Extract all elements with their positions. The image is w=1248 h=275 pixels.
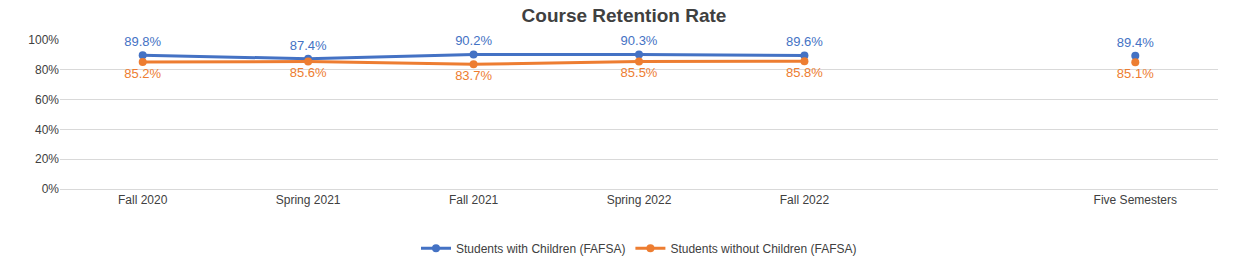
svg-text:Course Retention Rate: Course Retention Rate [522, 5, 727, 26]
svg-text:0%: 0% [42, 182, 60, 196]
svg-text:90.2%: 90.2% [455, 33, 492, 48]
svg-text:87.4%: 87.4% [290, 38, 327, 53]
svg-text:83.7%: 83.7% [455, 68, 492, 83]
svg-text:Five Semesters: Five Semesters [1094, 193, 1177, 207]
svg-text:100%: 100% [28, 33, 59, 47]
svg-text:85.8%: 85.8% [786, 65, 823, 80]
svg-text:Students with Children (FAFSA): Students with Children (FAFSA) [456, 242, 625, 256]
svg-text:20%: 20% [35, 152, 59, 166]
svg-text:Students without Children (FAF: Students without Children (FAFSA) [670, 242, 856, 256]
svg-text:90.3%: 90.3% [621, 33, 658, 48]
svg-text:89.6%: 89.6% [786, 34, 823, 49]
svg-text:60%: 60% [35, 93, 59, 107]
svg-text:Spring 2021: Spring 2021 [276, 193, 341, 207]
svg-text:85.2%: 85.2% [124, 66, 161, 81]
svg-text:85.5%: 85.5% [621, 65, 658, 80]
svg-text:Fall 2022: Fall 2022 [780, 193, 830, 207]
svg-text:Fall 2020: Fall 2020 [118, 193, 168, 207]
svg-text:85.6%: 85.6% [290, 65, 327, 80]
svg-text:Spring 2022: Spring 2022 [607, 193, 672, 207]
svg-text:40%: 40% [35, 123, 59, 137]
svg-text:80%: 80% [35, 63, 59, 77]
svg-text:89.8%: 89.8% [124, 34, 161, 49]
svg-text:Fall 2021: Fall 2021 [449, 193, 499, 207]
svg-text:85.1%: 85.1% [1117, 66, 1154, 81]
svg-text:89.4%: 89.4% [1117, 35, 1154, 50]
